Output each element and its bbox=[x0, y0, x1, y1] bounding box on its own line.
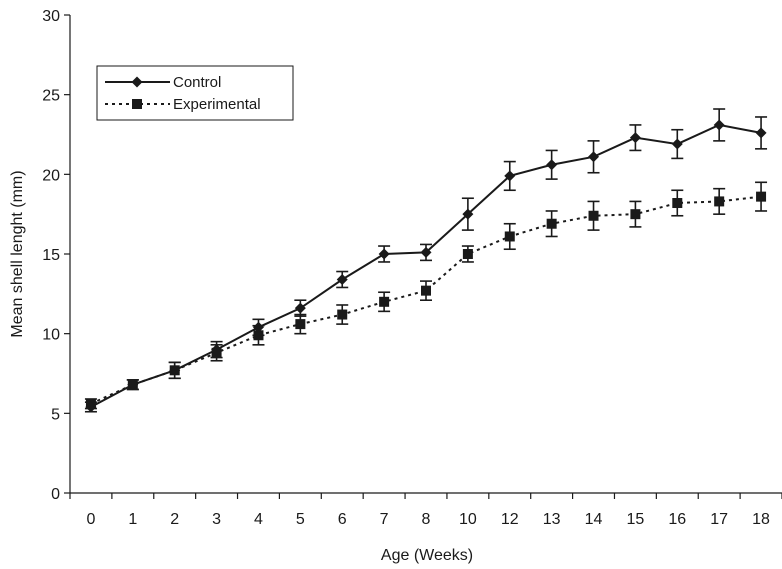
data-point-experimental bbox=[588, 210, 599, 221]
legend-box bbox=[96, 65, 294, 121]
data-point-experimental bbox=[714, 196, 725, 207]
data-point-control bbox=[755, 127, 767, 139]
data-point-experimental bbox=[295, 319, 306, 330]
data-point-experimental bbox=[379, 296, 390, 307]
data-point-experimental bbox=[337, 309, 348, 320]
x-tick-label: 15 bbox=[627, 511, 645, 528]
legend-item-control: Control bbox=[105, 74, 221, 91]
x-tick-label: 17 bbox=[710, 511, 728, 528]
y-tick-label: 30 bbox=[42, 8, 60, 25]
legend: Control Experimental bbox=[96, 65, 294, 121]
data-point-control bbox=[336, 273, 348, 285]
data-point-experimental bbox=[672, 198, 683, 209]
legend-items: Control Experimental bbox=[105, 74, 261, 113]
x-tick-label: 8 bbox=[422, 511, 431, 528]
x-tick-label: 6 bbox=[338, 511, 347, 528]
legend-swatch-marker bbox=[131, 76, 143, 88]
x-tick-label: 13 bbox=[543, 511, 561, 528]
data-point-experimental bbox=[546, 218, 557, 229]
x-axis: 0 1 2 3 4 5 6 7 8 10 12 13 14 15 16 17 18 Age (Weeks) bbox=[69, 492, 782, 564]
data-point-experimental bbox=[756, 191, 767, 202]
data-point-control bbox=[546, 159, 558, 171]
y-tick-label: 15 bbox=[42, 247, 60, 264]
data-point-control bbox=[169, 364, 181, 376]
series-line-experimental bbox=[90, 195, 762, 405]
y-ticks: 0 5 10 15 20 25 30 bbox=[42, 8, 70, 503]
data-point-control bbox=[378, 248, 390, 260]
x-tick-label: 14 bbox=[585, 511, 603, 528]
legend-label: Experimental bbox=[173, 96, 261, 113]
legend-swatch-marker bbox=[132, 99, 142, 109]
data-point-control bbox=[462, 208, 474, 220]
plot-series bbox=[84, 108, 768, 413]
x-tick-label: 0 bbox=[86, 511, 95, 528]
x-tick-label: 12 bbox=[501, 511, 519, 528]
data-point-control bbox=[588, 151, 600, 163]
x-tick-label: 18 bbox=[752, 511, 770, 528]
y-axis-title: Mean shell lenght (mm) bbox=[9, 170, 26, 337]
series-experimental bbox=[84, 181, 768, 410]
data-point-control bbox=[127, 379, 139, 391]
y-tick-label: 0 bbox=[51, 486, 60, 503]
x-tick-label: 2 bbox=[170, 511, 179, 528]
y-tick-label: 25 bbox=[42, 88, 60, 105]
x-tick-label: 3 bbox=[212, 511, 221, 528]
data-point-control bbox=[671, 138, 683, 150]
y-tick-label: 5 bbox=[51, 406, 60, 423]
y-axis: 0 5 10 15 20 25 30 Mean shell lenght (mm) bbox=[9, 8, 71, 503]
x-axis-title: Age (Weeks) bbox=[381, 547, 473, 564]
data-point-control bbox=[252, 321, 264, 333]
series-line-control bbox=[90, 123, 762, 408]
data-point-experimental bbox=[504, 231, 515, 242]
data-point-control bbox=[85, 401, 97, 413]
x-ticks: 0 1 2 3 4 5 6 7 8 10 12 13 14 15 16 17 18 bbox=[69, 493, 782, 528]
data-point-experimental bbox=[630, 209, 641, 220]
x-tick-label: 4 bbox=[254, 511, 263, 528]
data-point-control bbox=[504, 170, 516, 182]
legend-label: Control bbox=[173, 74, 221, 91]
y-tick-label: 20 bbox=[42, 167, 60, 184]
x-tick-label: 5 bbox=[296, 511, 305, 528]
data-point-control bbox=[294, 302, 306, 314]
x-tick-label: 10 bbox=[459, 511, 477, 528]
data-point-experimental bbox=[421, 285, 431, 296]
x-tick-label: 1 bbox=[128, 511, 137, 528]
y-tick-label: 10 bbox=[42, 327, 60, 344]
series-control bbox=[84, 108, 768, 413]
data-point-control bbox=[211, 344, 223, 356]
x-tick-label: 7 bbox=[380, 511, 389, 528]
legend-item-experimental: Experimental bbox=[105, 96, 261, 113]
x-tick-label: 16 bbox=[668, 511, 686, 528]
data-point-control bbox=[629, 132, 641, 144]
data-point-control bbox=[420, 246, 432, 258]
data-point-control bbox=[713, 119, 725, 131]
data-point-experimental bbox=[462, 249, 473, 259]
